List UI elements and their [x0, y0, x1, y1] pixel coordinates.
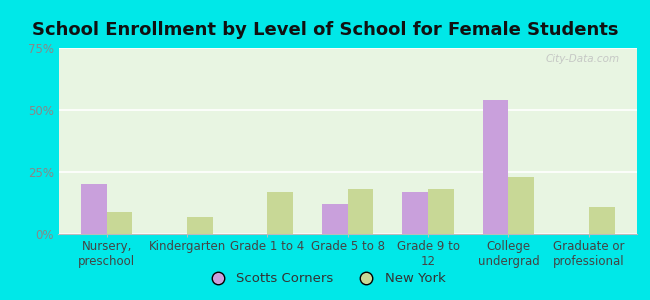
- Bar: [322, 204, 348, 234]
- Text: City-Data.com: City-Data.com: [545, 54, 619, 64]
- Text: School Enrollment by Level of School for Female Students: School Enrollment by Level of School for…: [32, 21, 618, 39]
- Bar: [428, 189, 454, 234]
- Bar: [187, 217, 213, 234]
- Bar: [589, 207, 614, 234]
- Bar: [402, 192, 428, 234]
- Bar: [348, 189, 374, 234]
- Bar: [267, 192, 293, 234]
- Bar: [508, 177, 534, 234]
- Bar: [107, 212, 133, 234]
- Bar: [81, 184, 107, 234]
- Bar: [483, 100, 508, 234]
- Legend: Scotts Corners, New York: Scotts Corners, New York: [199, 267, 451, 290]
